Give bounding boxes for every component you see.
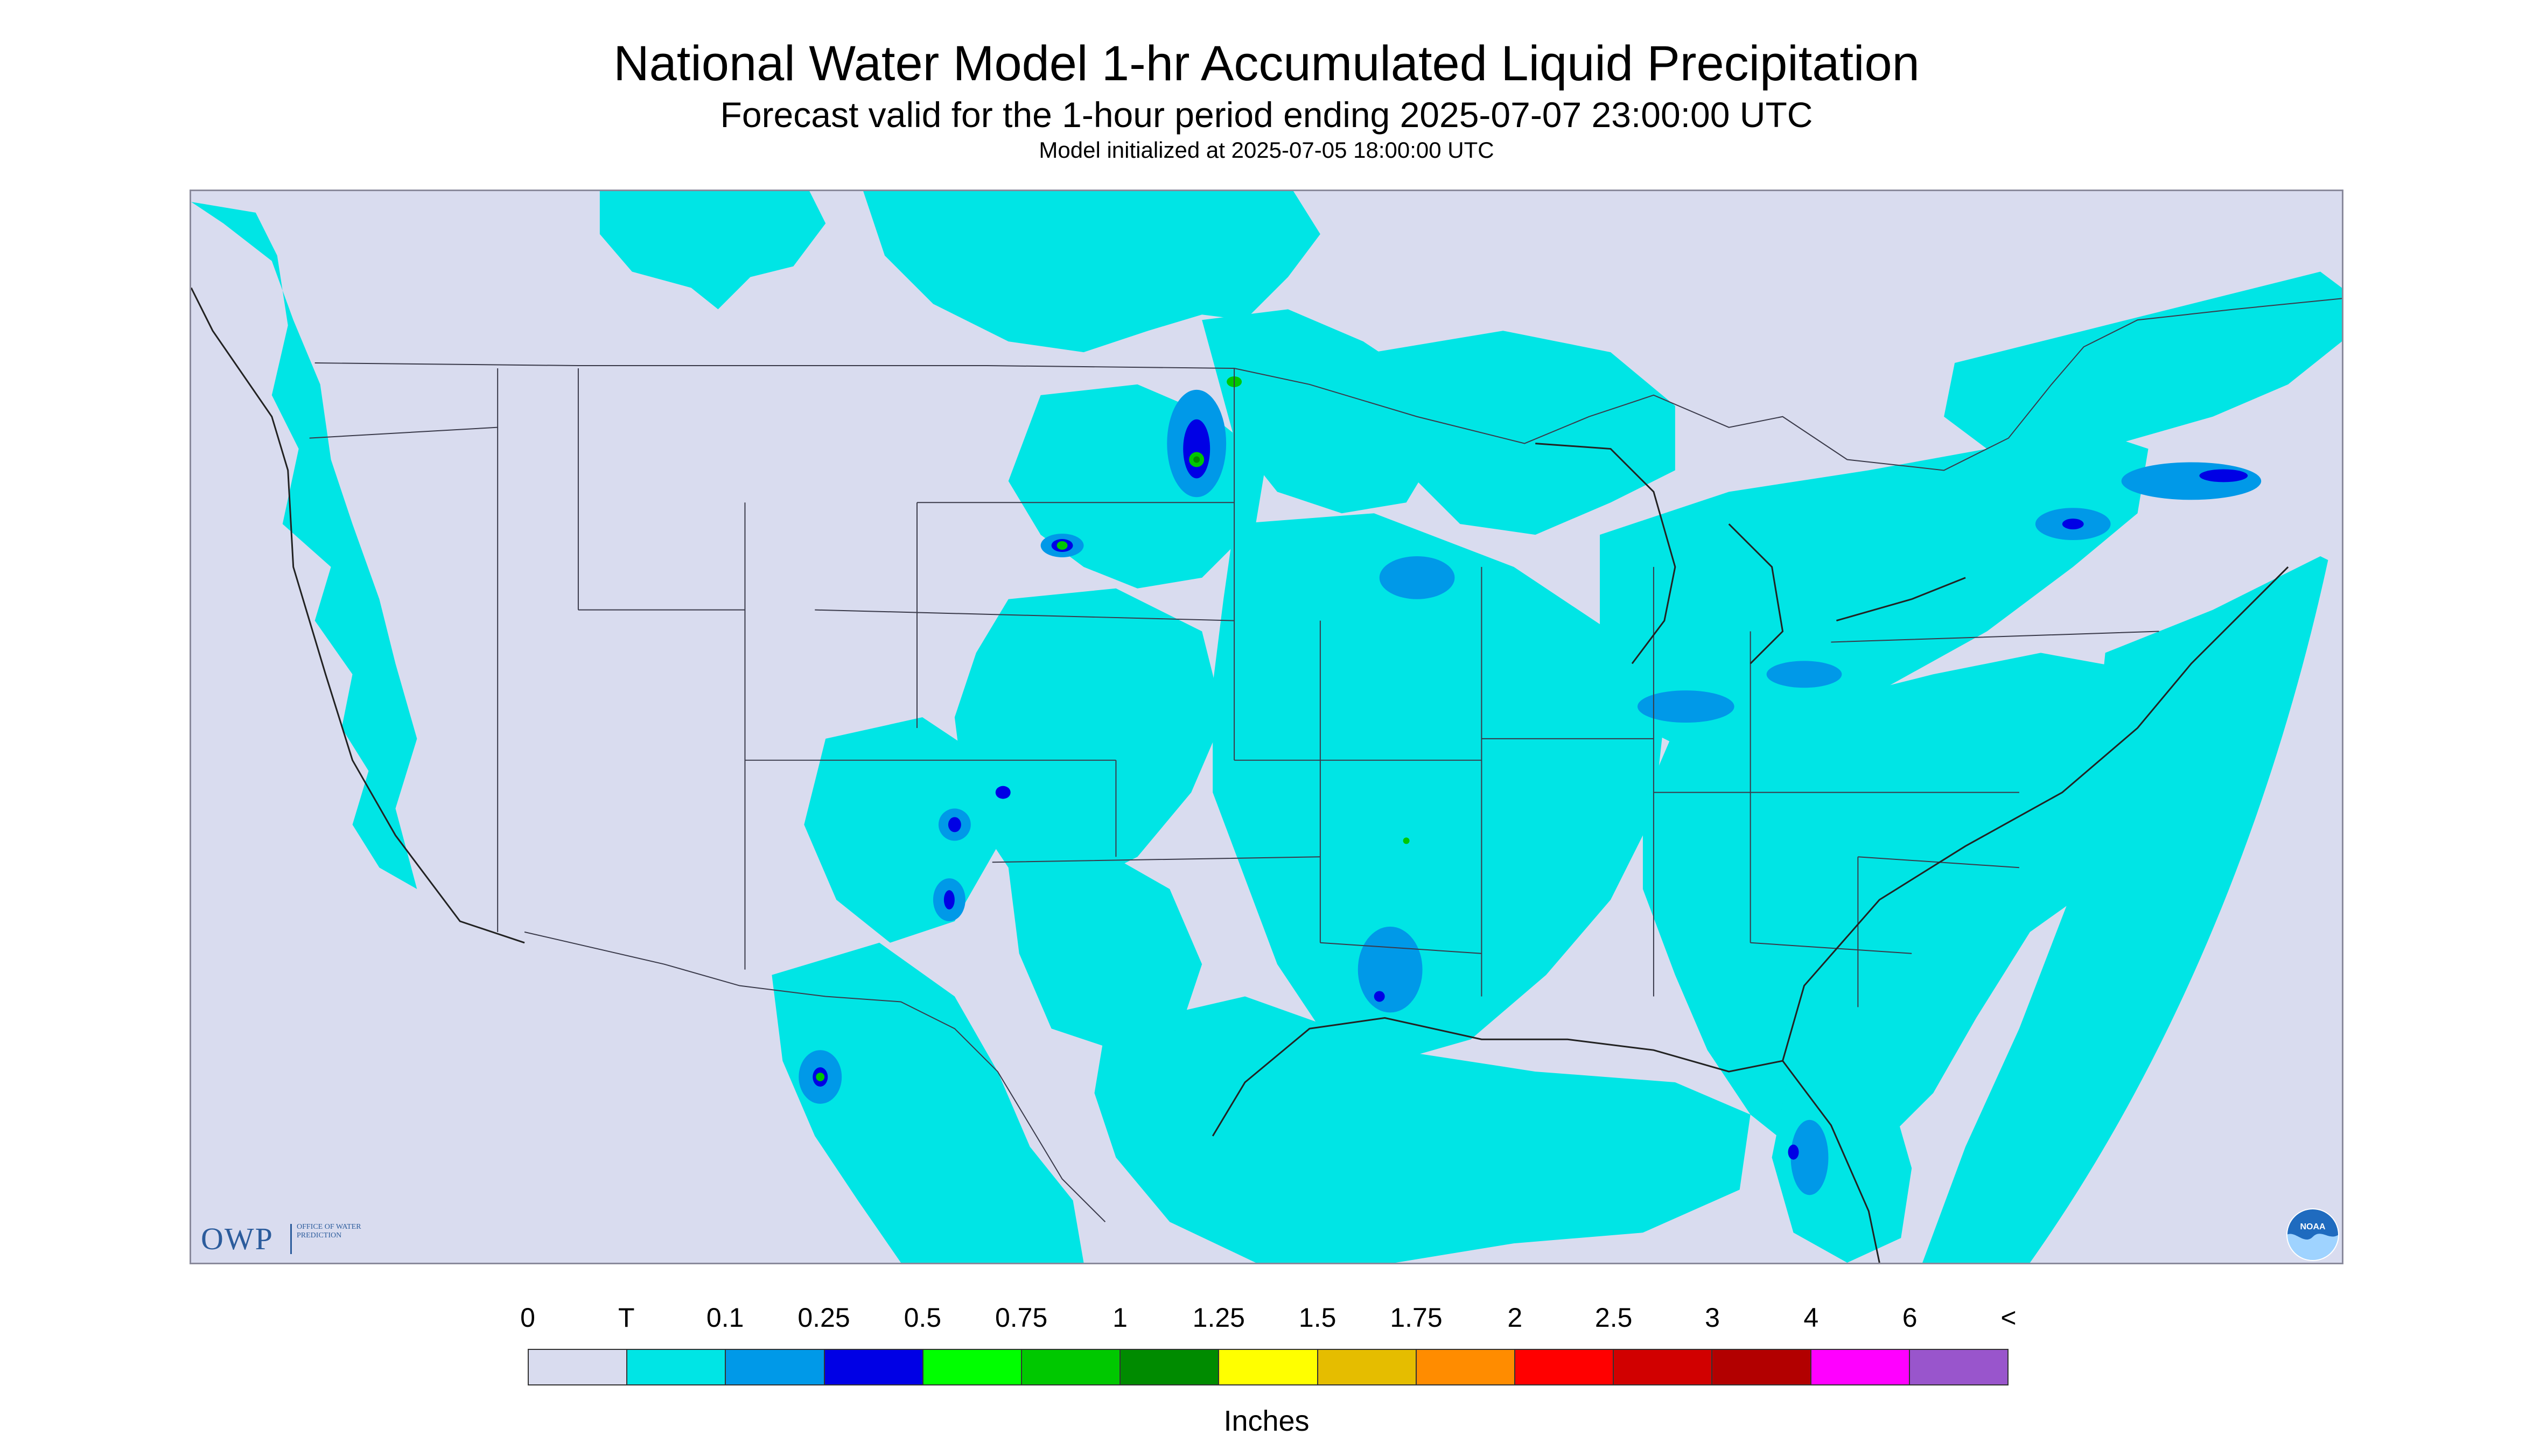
moderate-cell-texas [943, 890, 955, 909]
model-init-line: Model initialized at 2025-07-05 18:00:00… [1039, 137, 1494, 163]
legend-tick-label: 0.1 [706, 1303, 744, 1333]
legend-tick-label: 0.25 [797, 1303, 850, 1333]
moderate-precip-areas [813, 419, 2248, 1160]
legend: 0 T 0.1 0.25 0.5 0.75 1 1.25 1.5 1.75 2 2.5 3 4 6 < Inc… [0, 1292, 2533, 1454]
light-cell-louisiana [1358, 926, 1423, 1013]
legend-swatch [824, 1350, 923, 1384]
coastline-atlantic [1782, 566, 2289, 1263]
light-cell-new-england [2121, 462, 2262, 500]
legend-swatch [1022, 1350, 1121, 1384]
heavy-cell-south-dakota [1056, 541, 1068, 550]
projection-mask-east [2030, 492, 2342, 1263]
legend-swatch [627, 1350, 726, 1384]
boundary-mexico [524, 931, 1106, 1222]
moderate-cell-new-york [2062, 519, 2084, 530]
noaa-logo: NOAA [2286, 1208, 2339, 1261]
legend-swatch [1318, 1350, 1417, 1384]
precip-area-mississippi-valley [1213, 513, 1664, 1061]
boundary-canada [314, 298, 2342, 471]
precip-area-pacific-nw [191, 201, 417, 890]
legend-tick-label: 1.25 [1192, 1303, 1245, 1333]
precip-area-great-lakes-ohio [1600, 427, 2149, 760]
legend-swatch [1614, 1350, 1713, 1384]
legend-tick-label: 3 [1705, 1303, 1720, 1333]
legend-tick-label: 2.5 [1594, 1303, 1633, 1333]
legend-swatch [1121, 1350, 1220, 1384]
forecast-valid-subtitle: Forecast valid for the 1-hour period end… [720, 95, 1813, 135]
boundary-states-west [309, 368, 1320, 970]
moderate-cell-new-england [2199, 469, 2248, 482]
precip-area-canada-west [599, 191, 826, 310]
precipitation-map: OWP Office of Water Prediction NOAA [190, 190, 2343, 1264]
legend-swatch [923, 1350, 1023, 1384]
legend-unit-label: Inches [1223, 1405, 1310, 1437]
map-title: National Water Model 1-hr Accumulated Li… [613, 36, 1920, 91]
legend-swatch [1712, 1350, 1811, 1384]
precip-area-gulf-coast [1094, 996, 1751, 1263]
heavy-cell-north-dakota-core [1193, 456, 1200, 463]
coastline [191, 287, 2289, 1263]
legend-colorbar [528, 1349, 2009, 1385]
moderate-cell-louisiana [1374, 991, 1385, 1002]
owp-logo-divider [290, 1224, 292, 1254]
moderate-cell-colorado [995, 786, 1011, 799]
map-canvas [191, 191, 2342, 1263]
legend-swatch [1416, 1350, 1516, 1384]
precip-area-southwest-mexico [772, 942, 1084, 1263]
legend-swatch [1909, 1350, 2008, 1384]
light-cell-ohio-valley [1637, 690, 1734, 723]
legend-tick-label: 0.5 [904, 1303, 942, 1333]
legend-tick-label: 6 [1902, 1303, 1918, 1333]
legend-tick-label: T [618, 1303, 635, 1333]
owp-logo-letters: OWP [201, 1221, 274, 1256]
legend-tick-label: 1.5 [1298, 1303, 1337, 1333]
legend-swatch [726, 1350, 825, 1384]
moderate-cell-new-mexico [948, 817, 961, 832]
coastline-great-lakes [1535, 443, 1966, 664]
light-cell-pennsylvania [1766, 661, 1842, 688]
heavy-cell-arkansas [1403, 837, 1410, 844]
coastline-pacific [191, 287, 525, 944]
legend-tick-label: 1 [1112, 1303, 1128, 1333]
owp-logo-text: Office of Water Prediction [297, 1223, 361, 1240]
precip-area-texas [1008, 846, 1202, 1051]
light-cell-wisconsin [1379, 556, 1455, 599]
legend-tick-label: 1.75 [1390, 1303, 1443, 1333]
heavy-cell-arizona [816, 1073, 825, 1082]
precip-area-canada-prairies [863, 191, 1320, 353]
precip-area-upper-midwest [1374, 331, 1675, 535]
precip-area-central-plains [954, 588, 1224, 890]
precip-area-northeast [1944, 271, 2342, 460]
legend-tick-label: 4 [1803, 1303, 1819, 1333]
legend-swatch [1515, 1350, 1614, 1384]
precip-area-atlantic-ocean [1922, 556, 2342, 1263]
moderate-cell-north-dakota [1183, 419, 1210, 479]
legend-swatch [1811, 1350, 1910, 1384]
legend-swatch [529, 1350, 628, 1384]
boundary-states-central [1234, 368, 1654, 997]
legend-tick-label: < [2000, 1303, 2017, 1333]
projection-mask-west [191, 610, 471, 1263]
legend-swatch [1219, 1350, 1318, 1384]
trace-precip-areas [191, 191, 2342, 1263]
owp-logo: OWP Office of Water Prediction [201, 1221, 379, 1258]
legend-tick-label: 0 [520, 1303, 535, 1333]
legend-tick-label: 0.75 [995, 1303, 1048, 1333]
coastline-gulf [1212, 1017, 1783, 1137]
legend-tick-label: 2 [1507, 1303, 1523, 1333]
light-cell-florida [1790, 1119, 1829, 1195]
noaa-logo-text: NOAA [2300, 1222, 2326, 1231]
moderate-cell-florida [1788, 1144, 1799, 1160]
